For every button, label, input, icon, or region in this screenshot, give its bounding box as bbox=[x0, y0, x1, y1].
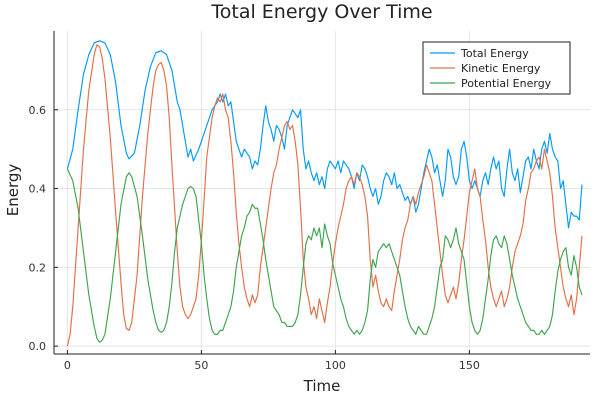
y-tick-label: 0.6 bbox=[29, 104, 47, 117]
y-tick-label: 0.2 bbox=[29, 261, 47, 274]
legend-label-total-energy: Total Energy bbox=[460, 47, 529, 60]
axes bbox=[53, 31, 590, 355]
series-layer bbox=[66, 40, 583, 347]
x-tick-label: 150 bbox=[459, 359, 480, 372]
y-tick-label: 0.0 bbox=[29, 340, 47, 353]
chart-title: Total Energy Over Time bbox=[210, 1, 432, 23]
y-axis-label: Energy bbox=[4, 164, 22, 217]
x-axis-label: Time bbox=[303, 377, 341, 395]
legend: Total Energy Kinetic Energy Potential Ener… bbox=[422, 41, 571, 95]
potential-energy-series-line bbox=[66, 168, 583, 343]
x-tick-label: 50 bbox=[194, 359, 208, 372]
kinetic-energy-series-line bbox=[66, 44, 583, 347]
total-energy-series-line bbox=[66, 40, 583, 229]
y-tick-label: 0.4 bbox=[29, 183, 47, 196]
legend-label-potential-energy: Potential Energy bbox=[461, 77, 552, 90]
legend-label-kinetic-energy: Kinetic Energy bbox=[461, 62, 541, 75]
tick-labels: 0 50 100 150 0.0 0.2 0.4 0.6 bbox=[29, 104, 480, 372]
x-tick-label: 0 bbox=[64, 359, 71, 372]
x-tick-label: 100 bbox=[325, 359, 346, 372]
